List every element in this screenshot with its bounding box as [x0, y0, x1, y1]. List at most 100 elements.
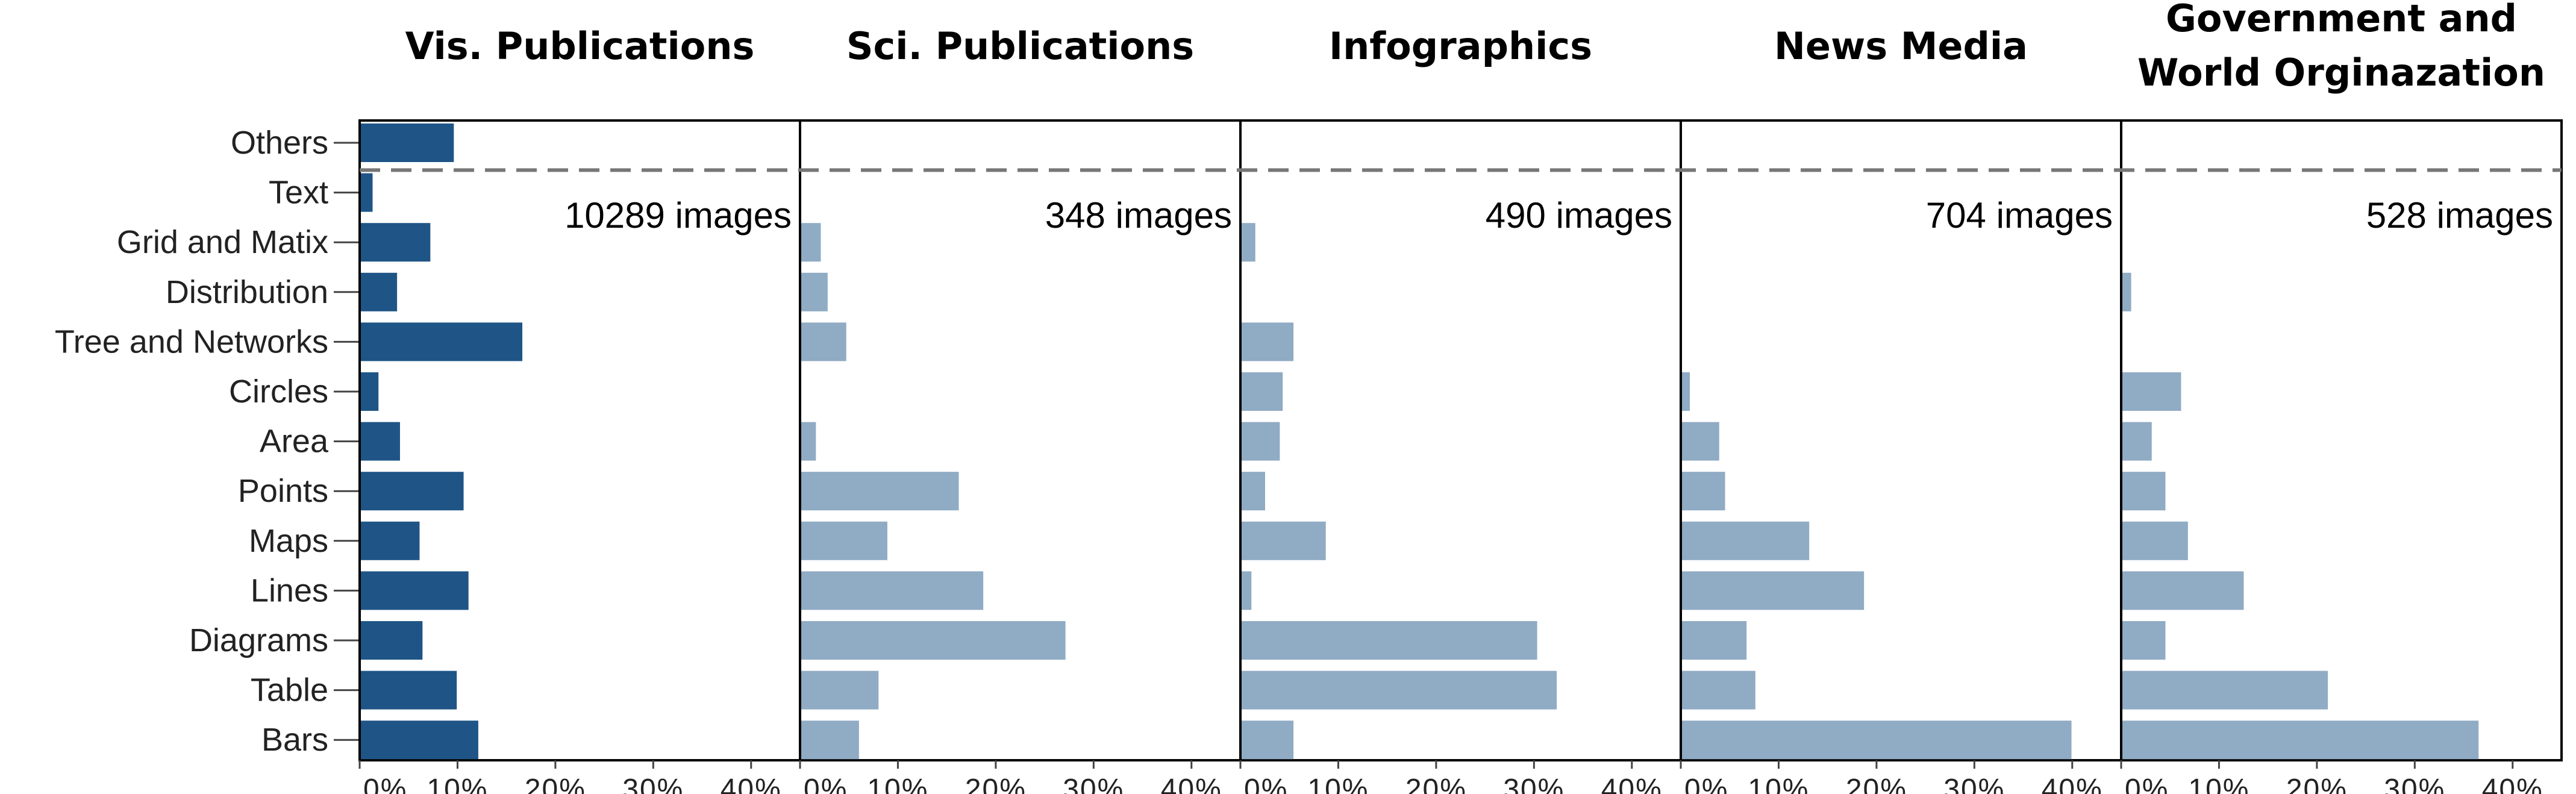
category-label: Diagrams [189, 622, 328, 658]
bar [801, 223, 821, 262]
x-tick-label: 0% [2125, 774, 2169, 794]
image-count-label: 10289 images [564, 195, 792, 236]
bar [2122, 621, 2166, 660]
category-label: Table [251, 672, 328, 708]
x-tick-label: 30% [2384, 774, 2445, 794]
category-label: Area [260, 424, 329, 460]
bar [801, 621, 1066, 660]
bar [361, 173, 373, 212]
bar [1242, 223, 1255, 262]
x-tick-label: 0% [804, 774, 848, 794]
category-label: Distribution [166, 274, 328, 310]
x-tick-label: 20% [965, 774, 1027, 794]
x-tick-label: 10% [2188, 774, 2249, 794]
image-count-label: 490 images [1486, 195, 1672, 236]
bar [2122, 521, 2188, 560]
x-tick-label: 30% [1063, 774, 1124, 794]
bar [361, 422, 400, 461]
panel-title: Infographics [1329, 24, 1592, 68]
x-tick-label: 30% [1503, 774, 1565, 794]
image-count-label: 348 images [1045, 195, 1232, 236]
x-tick-label: 30% [622, 774, 684, 794]
category-label: Others [231, 125, 328, 161]
bar [2122, 422, 2152, 461]
bar [801, 571, 984, 610]
panel-title: Sci. Publications [846, 24, 1194, 68]
bar [801, 472, 959, 511]
panel-title: World Orginazation [2137, 51, 2545, 95]
x-tick-label: 0% [1244, 774, 1288, 794]
image-count-label: 704 images [1926, 195, 2113, 236]
x-tick-label: 20% [1846, 774, 1907, 794]
bar [801, 521, 887, 560]
bar [801, 671, 879, 710]
bar [361, 123, 454, 162]
bar [801, 422, 816, 461]
bar [1242, 521, 1326, 560]
bar [361, 521, 420, 560]
bar [1242, 721, 1294, 760]
x-tick-label: 40% [721, 774, 782, 794]
image-count-label: 528 images [2366, 195, 2553, 236]
bar [1682, 372, 1690, 411]
category-label: Tree and Networks [55, 324, 328, 360]
bar [2122, 472, 2166, 511]
bar [1682, 472, 1725, 511]
bar [2122, 272, 2131, 311]
panel-frame [2120, 119, 2563, 761]
bar [1242, 571, 1252, 610]
category-label: Text [269, 175, 328, 211]
x-tick-label: 0% [1684, 774, 1728, 794]
bar [2122, 721, 2479, 760]
x-tick-label: 40% [1601, 774, 1663, 794]
x-tick-label: 20% [525, 774, 586, 794]
bar [1682, 422, 1719, 461]
x-tick-label: 10% [1748, 774, 1809, 794]
bar [1242, 671, 1557, 710]
bar [361, 472, 464, 511]
category-label: Points [238, 473, 328, 509]
category-label: Lines [251, 572, 328, 608]
category-label: Grid and Matix [117, 224, 328, 260]
bar [1242, 322, 1294, 361]
bar [361, 621, 423, 660]
bar [1682, 671, 1755, 710]
bar [801, 322, 846, 361]
x-tick-label: 30% [1943, 774, 2005, 794]
category-label: Maps [249, 523, 328, 559]
bar [361, 372, 379, 411]
x-tick-label: 40% [2482, 774, 2543, 794]
bar [1242, 472, 1265, 511]
bar [801, 721, 859, 760]
bar [2122, 571, 2244, 610]
bar [1682, 521, 1810, 560]
x-tick-label: 40% [2042, 774, 2103, 794]
x-tick-label: 20% [2286, 774, 2348, 794]
x-tick-label: 10% [867, 774, 928, 794]
bar [361, 322, 523, 361]
x-tick-label: 20% [1405, 774, 1467, 794]
bar [361, 721, 478, 760]
category-label: Circles [229, 374, 328, 410]
bar [361, 223, 431, 262]
bar [1682, 621, 1747, 660]
panel-title: News Media [1774, 24, 2028, 68]
x-tick-label: 10% [1307, 774, 1369, 794]
bar [1682, 721, 2072, 760]
category-label: Bars [261, 722, 328, 758]
panel-title: Vis. Publications [405, 24, 755, 68]
bar [2122, 372, 2181, 411]
bar [1242, 372, 1283, 411]
bar [1682, 571, 1865, 610]
x-tick-label: 10% [427, 774, 488, 794]
x-tick-label: 40% [1161, 774, 1222, 794]
bar [2122, 671, 2328, 710]
bar [361, 272, 398, 311]
bar [361, 671, 457, 710]
panel-title: Government and [2166, 0, 2517, 40]
x-tick-label: 0% [363, 774, 407, 794]
bar [1242, 422, 1280, 461]
bar [361, 571, 469, 610]
bar [801, 272, 828, 311]
